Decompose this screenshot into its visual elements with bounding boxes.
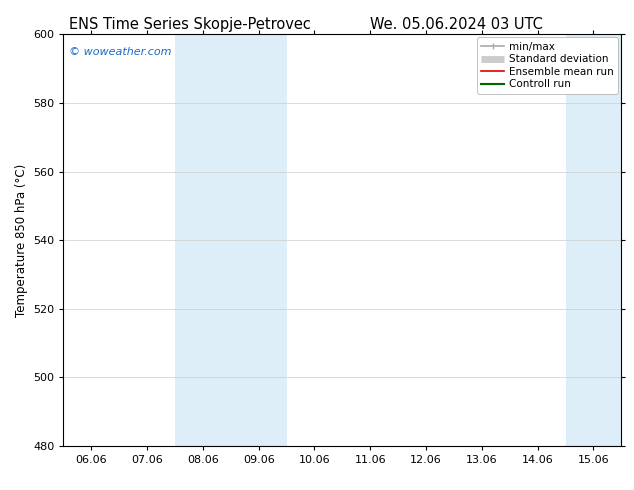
Text: ENS Time Series Skopje-Petrovec: ENS Time Series Skopje-Petrovec [69,17,311,32]
Text: © woweather.com: © woweather.com [69,47,171,57]
Text: We. 05.06.2024 03 UTC: We. 05.06.2024 03 UTC [370,17,543,32]
Bar [566,34,621,446]
Bar [175,34,231,446]
Title: ENS Time Series Skopje-Petrovec        We. 05.06.2024 03 UTC: ENS Time Series Skopje-Petrovec We. 05.0… [0,489,1,490]
Legend: min/max, Standard deviation, Ensemble mean run, Controll run: min/max, Standard deviation, Ensemble me… [477,37,618,94]
Bar [231,34,287,446]
Y-axis label: Temperature 850 hPa (°C): Temperature 850 hPa (°C) [15,164,27,317]
